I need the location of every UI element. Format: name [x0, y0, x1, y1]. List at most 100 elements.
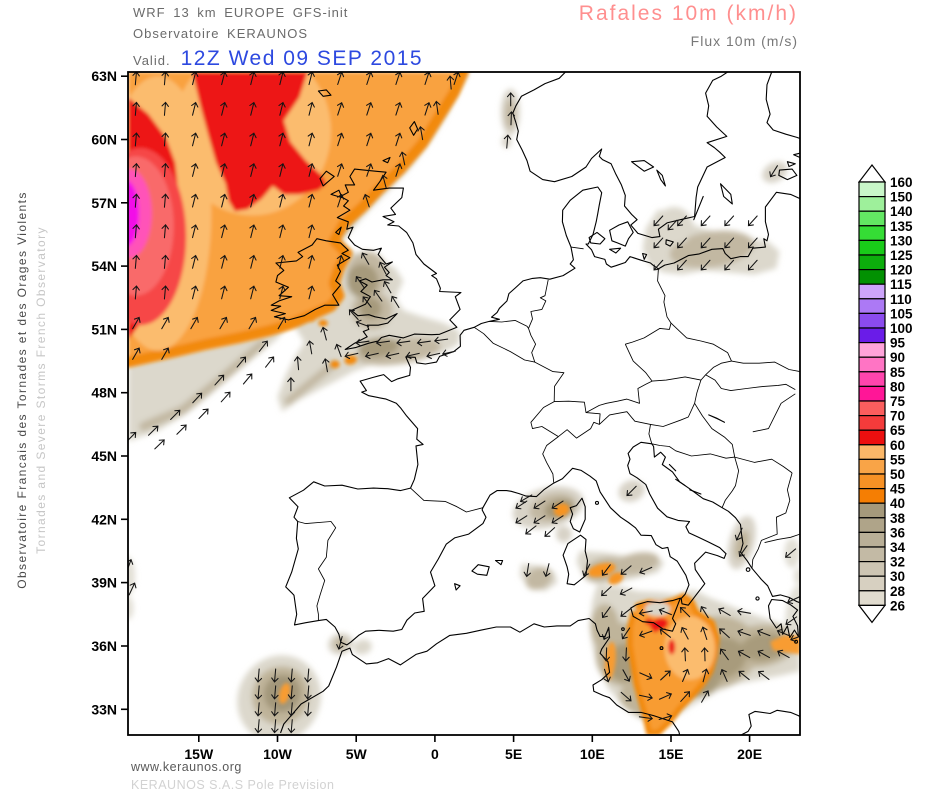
legend-cell — [858, 400, 886, 417]
legend-cell — [858, 268, 886, 285]
sidebar-text-french: Observatoire Francais des Tornades et de… — [15, 191, 29, 589]
legend-label: 55 — [890, 452, 906, 467]
lat-tick-label: 39N — [91, 575, 117, 591]
lon-tick-label: 10W — [263, 746, 293, 762]
legend-cell — [858, 312, 886, 329]
legend-cell — [858, 531, 886, 548]
country-borders — [297, 246, 800, 621]
legend-cell — [858, 444, 886, 460]
footer-site: www.keraunos.org — [131, 760, 242, 774]
legend-cell — [858, 385, 886, 402]
legend-label: 135 — [890, 219, 913, 234]
coastlines — [270, 72, 800, 735]
lat-tick-label: 60N — [91, 132, 117, 148]
legend-label: 65 — [890, 423, 906, 438]
map-canvas: 63N 60N 57N 54N 51N 48N 45N 42N 39N 36N 33N 15W 10W 5… — [91, 68, 801, 762]
legend-label: 120 — [890, 263, 913, 278]
legend-label: 150 — [890, 190, 913, 205]
legend-cell — [858, 327, 886, 344]
legend-label: 80 — [890, 379, 905, 394]
legend-label: 130 — [890, 233, 913, 248]
lat-tick-label: 33N — [91, 701, 117, 717]
lon-tick-label: 15W — [184, 746, 214, 762]
wind-arrows — [128, 72, 800, 734]
legend-cell — [858, 371, 886, 388]
legend-arrow-top — [857, 164, 887, 183]
legend-cell — [858, 254, 886, 271]
legend-cell — [858, 298, 886, 315]
legend-label: 90 — [890, 350, 905, 365]
legend-label: 32 — [890, 555, 905, 570]
legend-label: 95 — [890, 336, 906, 351]
legend-label: 100 — [890, 321, 913, 336]
legend-cell — [858, 225, 886, 241]
legend-cell — [858, 239, 886, 256]
lat-tick-label: 45N — [91, 448, 117, 464]
legend-cell — [858, 473, 886, 490]
legend-label: 75 — [890, 394, 906, 409]
legend-label: 45 — [890, 482, 906, 497]
legend-label: 36 — [890, 525, 906, 540]
lat-tick-label: 54N — [91, 258, 117, 274]
lon-tick-label: 5E — [505, 746, 522, 762]
legend-label: 105 — [890, 306, 913, 321]
colorbar-canvas: 1601501401351301251201151101051009590858… — [857, 164, 913, 624]
valid-label: Valid. — [133, 53, 171, 68]
lon-tick-label: 15E — [659, 746, 684, 762]
lat-tick-label: 42N — [91, 511, 117, 527]
sidebar-text-english: Tornades and Severe Storms French Observ… — [34, 226, 48, 554]
legend-arrow-bottom — [857, 604, 887, 624]
legend-label: 30 — [890, 569, 905, 584]
page-subtitle: Flux 10m (m/s) — [690, 33, 798, 49]
gust-shading-strong — [128, 72, 800, 735]
legend-cell — [858, 415, 886, 431]
lat-tick-label: 48N — [91, 385, 117, 401]
title-block: Rafales 10m (km/h) Flux 10m (m/s) — [579, 2, 798, 49]
weather-map: 63N 60N 57N 54N 51N 48N 45N 42N 39N 36N 33N 15W 10W 5… — [70, 62, 810, 762]
legend-label: 110 — [890, 292, 912, 307]
legend-cell — [858, 342, 886, 358]
legend-label: 28 — [890, 584, 906, 599]
legend-label: 70 — [890, 409, 905, 424]
legend-label: 38 — [890, 511, 906, 526]
lat-tick-label: 57N — [91, 195, 117, 211]
legend-cell — [858, 210, 886, 227]
legend-label: 40 — [890, 496, 905, 511]
model-line: WRF 13 km EUROPE GFS-init — [133, 5, 349, 20]
header-block: WRF 13 km EUROPE GFS-init Observatoire K… — [133, 5, 423, 74]
valid-row: Valid. 12Z Wed 09 SEP 2015 — [133, 47, 423, 74]
org-line: Observatoire KERAUNOS — [133, 26, 308, 41]
lon-tick-label: 10E — [580, 746, 605, 762]
lat-tick-label: 63N — [91, 68, 117, 84]
legend-label: 85 — [890, 365, 906, 380]
legend-cell — [858, 195, 886, 212]
map-frame — [127, 71, 801, 736]
legend-cell — [858, 546, 886, 563]
legend-cell — [858, 590, 886, 606]
legend-label: 26 — [890, 598, 906, 613]
footer-block: www.keraunos.org KERAUNOS S.A.S Pole Pre… — [131, 760, 334, 796]
legend-cell — [858, 488, 886, 504]
legend-label: 125 — [890, 248, 913, 263]
legend-label: 140 — [890, 204, 913, 219]
lon-tick-label: 0 — [431, 746, 439, 762]
legend-cell — [858, 356, 886, 373]
legend-label: 160 — [890, 175, 913, 190]
legend-cell — [858, 429, 886, 446]
lat-tick-label: 51N — [91, 321, 117, 337]
valid-date: 12Z Wed 09 SEP 2015 — [180, 47, 424, 70]
legend-label: 115 — [890, 277, 912, 292]
legend-cell — [858, 502, 886, 519]
legend-cell — [858, 458, 886, 475]
footer-company: KERAUNOS S.A.S Pole Prevision — [131, 778, 335, 792]
legend-cell — [858, 181, 886, 198]
lon-tick-label: 20E — [737, 746, 762, 762]
legend-cell — [858, 561, 886, 577]
legend-cell — [858, 283, 886, 300]
legend-label: 34 — [890, 540, 906, 555]
legend-label: 50 — [890, 467, 905, 482]
legend-label: 60 — [890, 438, 905, 453]
legend-cell — [858, 575, 886, 592]
legend-colorbar: 160 150 140 135 130 125 120 115 110 105 100 95 90 85 8… — [857, 164, 936, 629]
lon-tick-label: 5W — [346, 746, 368, 762]
